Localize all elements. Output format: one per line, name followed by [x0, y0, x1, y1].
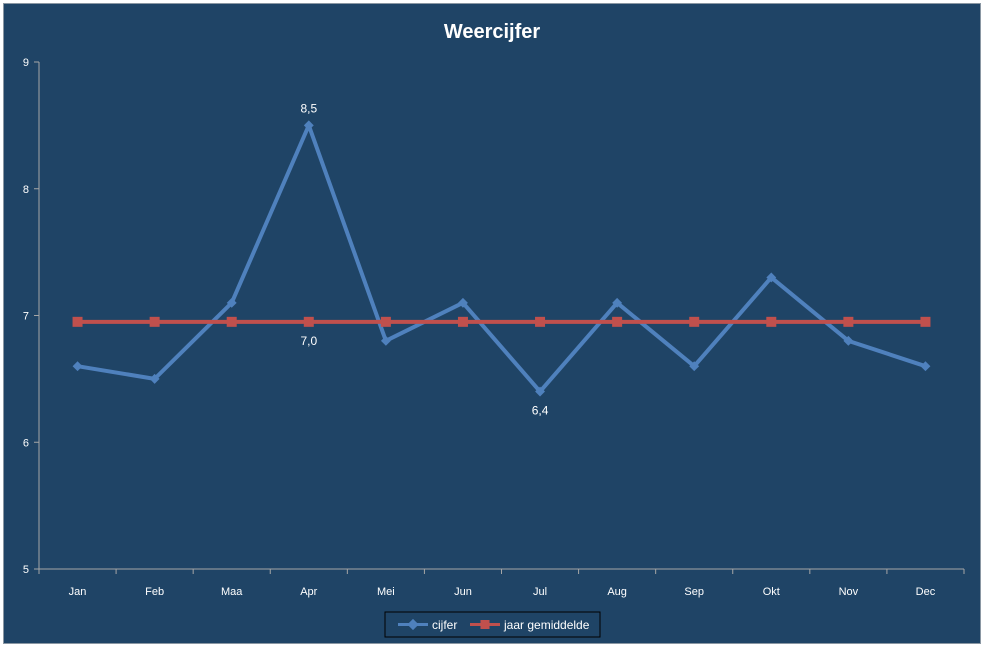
- x-tick-label: Feb: [145, 586, 164, 598]
- data-point-jaar-gemiddelde: [612, 316, 623, 327]
- x-tick-label: Jul: [533, 586, 547, 598]
- series-layer: [72, 120, 931, 397]
- x-tick-label: Maa: [221, 586, 243, 598]
- data-point-jaar-gemiddelde: [149, 316, 160, 327]
- y-tick-label: 9: [23, 57, 29, 69]
- data-point-jaar-gemiddelde: [226, 316, 237, 327]
- legend-label-cijfer: cijfer: [432, 618, 457, 632]
- data-point-cijfer: [226, 297, 237, 308]
- legend-label-jaar-gemiddelde: jaar gemiddelde: [503, 618, 590, 632]
- x-tick-label: Sep: [684, 586, 704, 598]
- data-label: 7,0: [300, 334, 317, 348]
- x-tick-label: Okt: [763, 586, 780, 598]
- data-point-jaar-gemiddelde: [920, 316, 931, 327]
- x-tick-label: Jun: [454, 586, 472, 598]
- data-point-cijfer: [149, 373, 160, 384]
- data-point-cijfer: [843, 335, 854, 346]
- data-point-cijfer: [689, 361, 700, 372]
- legend-marker-cijfer: [407, 618, 419, 631]
- legend-marker-jaar-gemiddelde: [480, 620, 490, 629]
- y-tick-label: 8: [23, 184, 29, 196]
- x-tick-label: Apr: [300, 586, 317, 598]
- data-point-cijfer: [920, 361, 931, 372]
- x-tick-label: Dec: [916, 586, 936, 598]
- data-point-cijfer: [535, 386, 545, 397]
- data-point-jaar-gemiddelde: [535, 316, 546, 327]
- chart-svg: Weercijfer 5 6 7 8 9 Jan Feb Maa Apr Mei Jun Jul Aug…: [23, 21, 965, 638]
- x-tick-label: Aug: [607, 586, 627, 598]
- data-point-cijfer: [458, 297, 468, 308]
- chart-title: Weercijfer: [444, 21, 541, 43]
- y-tick-label: 7: [23, 311, 29, 323]
- legend: cijfer jaar gemiddelde: [384, 611, 601, 638]
- labels-layer: 8,5 7,0 6,4: [300, 101, 548, 417]
- chart-frame: Weercijfer 5 6 7 8 9 Jan Feb Maa Apr Mei Jun Jul Aug…: [3, 3, 981, 644]
- x-tick-label: Mei: [377, 586, 395, 598]
- axes-layer: 5 6 7 8 9 Jan Feb Maa Apr Mei Jun Jul Aug Sep Okt Nov De…: [23, 57, 965, 598]
- data-point-cijfer: [766, 272, 777, 283]
- data-label: 8,5: [300, 101, 317, 115]
- data-point-cijfer: [380, 335, 391, 346]
- data-label: 6,4: [532, 404, 549, 418]
- y-tick-label: 5: [23, 564, 29, 576]
- x-tick-label: Jan: [69, 586, 87, 598]
- data-point-jaar-gemiddelde: [303, 316, 314, 327]
- data-point-jaar-gemiddelde: [380, 316, 391, 327]
- series-line-cijfer: [77, 123, 927, 394]
- data-point-jaar-gemiddelde: [72, 316, 83, 327]
- y-tick-label: 6: [23, 437, 29, 449]
- x-tick-label: Nov: [839, 586, 859, 598]
- data-point-cijfer: [612, 297, 623, 308]
- data-point-jaar-gemiddelde: [766, 316, 777, 327]
- data-point-jaar-gemiddelde: [457, 316, 468, 327]
- data-point-jaar-gemiddelde: [843, 316, 854, 327]
- data-point-cijfer: [72, 361, 83, 372]
- data-point-jaar-gemiddelde: [689, 316, 700, 327]
